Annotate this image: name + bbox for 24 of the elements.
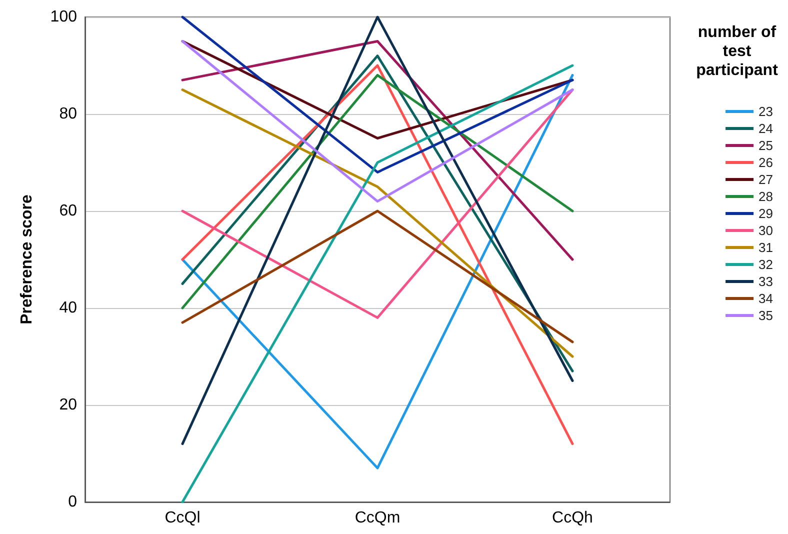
legend-label: 30	[758, 223, 774, 238]
legend-title: number of test participant	[696, 24, 779, 79]
legend-label: 25	[758, 138, 774, 153]
y-tick-label: 0	[68, 494, 78, 510]
y-tick-label: 100	[50, 8, 78, 26]
legend-label: 26	[758, 155, 774, 170]
y-tick-label: 60	[59, 202, 78, 220]
legend-label: 23	[758, 104, 774, 119]
y-tick-label: 80	[59, 106, 78, 122]
x-tick-label: CcQm	[354, 510, 400, 526]
y-tick-label: 20	[59, 396, 78, 414]
legend-label: 33	[758, 274, 774, 289]
legend-label: 31	[758, 240, 774, 255]
legend-label: 27	[758, 172, 774, 187]
legend-label: 28	[758, 189, 774, 204]
y-axis-title: Preference score	[18, 194, 36, 324]
legend-label: 34	[758, 291, 774, 306]
y-tick-label: 40	[59, 300, 78, 316]
legend-label: 35	[758, 308, 774, 323]
x-tick-label: CcQl	[164, 510, 200, 526]
x-tick-label: CcQh	[552, 510, 593, 526]
legend-label: 29	[758, 206, 774, 221]
legend-label: 24	[758, 121, 774, 136]
legend-label: 32	[758, 257, 774, 272]
